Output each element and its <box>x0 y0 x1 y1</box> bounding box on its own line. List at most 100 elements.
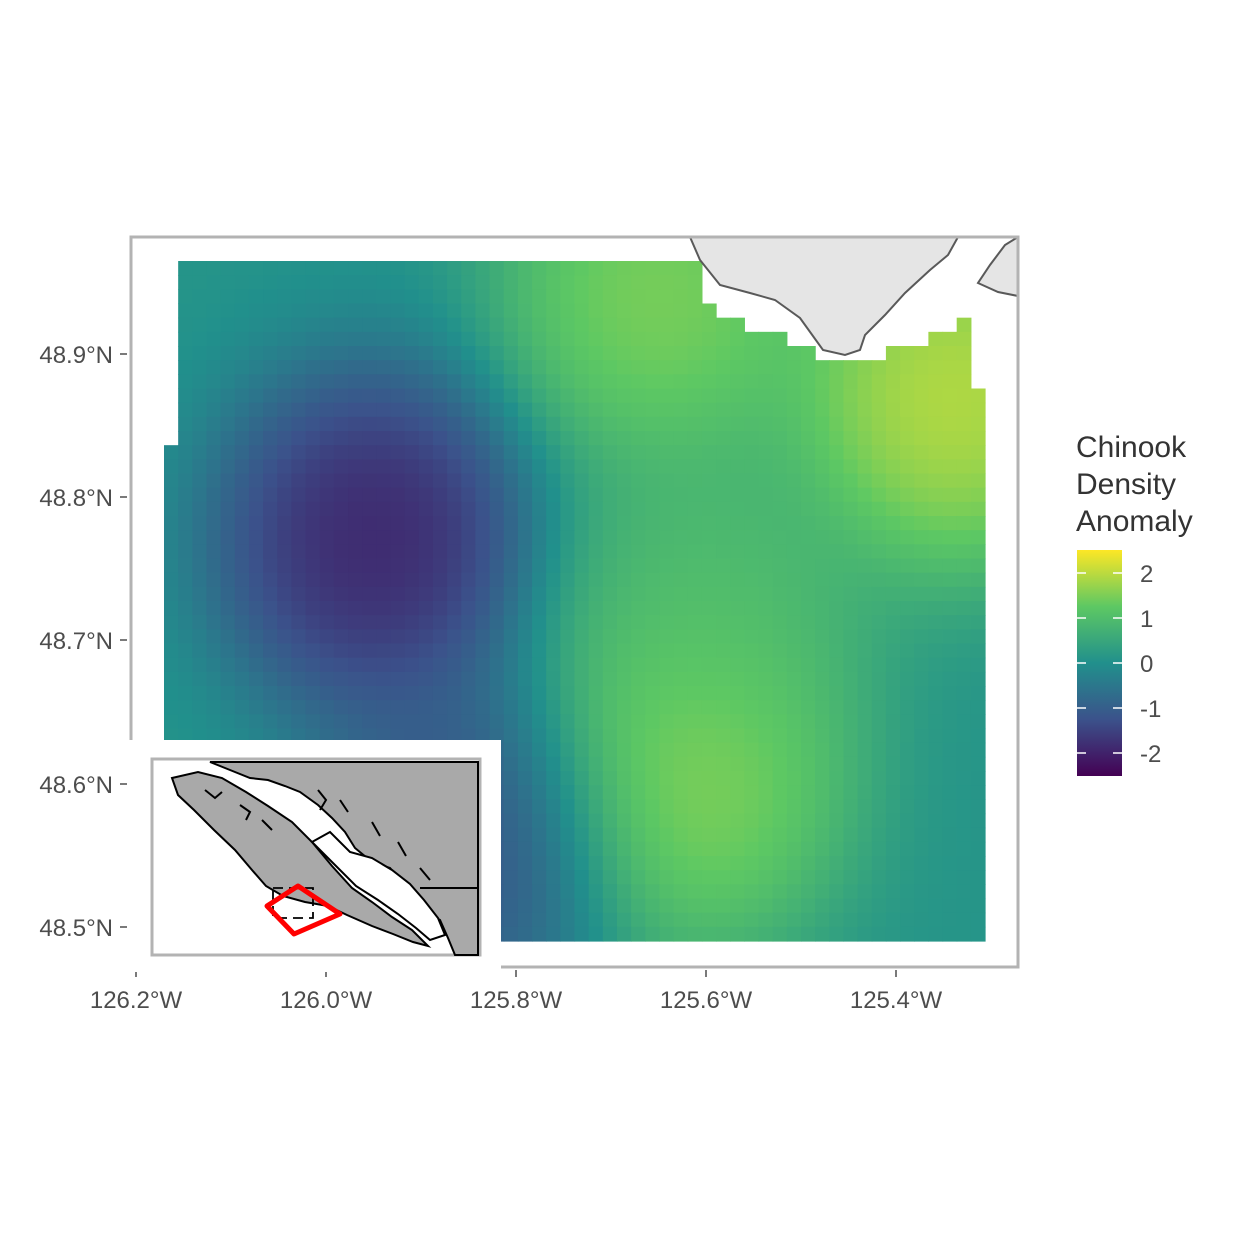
heatmap-cell <box>645 870 661 885</box>
heatmap-cell <box>305 445 321 460</box>
heatmap-cell <box>447 601 462 616</box>
heatmap-cell <box>659 756 675 772</box>
heatmap-cell <box>701 572 717 588</box>
heatmap-cell <box>744 459 760 475</box>
heatmap-cell <box>659 926 675 942</box>
heatmap-cell <box>970 785 986 800</box>
heatmap-cell <box>885 870 901 885</box>
heatmap-cell <box>970 629 986 645</box>
heatmap-cell <box>333 629 349 645</box>
heatmap-cell <box>192 544 208 560</box>
heatmap-cell <box>319 530 335 545</box>
heatmap-cell <box>390 261 406 276</box>
heatmap-cell <box>546 572 561 588</box>
heatmap-cell <box>248 374 264 390</box>
heatmap-cell <box>914 445 929 460</box>
heatmap-cell <box>687 431 703 446</box>
heatmap-cell <box>333 275 349 290</box>
heatmap-cell <box>376 303 392 319</box>
heatmap-cell <box>277 416 292 432</box>
heatmap-cell <box>503 870 519 885</box>
heatmap-cell <box>376 728 392 744</box>
heatmap-cell <box>546 629 561 645</box>
heatmap-cell <box>758 445 774 460</box>
heatmap-cell <box>178 558 193 574</box>
heatmap-cell <box>475 317 491 333</box>
heatmap-cell <box>517 643 533 659</box>
heatmap-cell <box>503 856 519 871</box>
heatmap-cell <box>489 516 505 531</box>
heatmap-cell <box>248 714 264 730</box>
heatmap-cell <box>744 898 760 914</box>
heatmap-cell <box>701 870 717 885</box>
heatmap-cell <box>885 813 901 829</box>
heatmap-cell <box>574 459 590 475</box>
heatmap-cell <box>730 459 745 475</box>
heatmap-cell <box>800 686 816 701</box>
heatmap-cell <box>348 572 363 588</box>
heatmap-cell <box>277 714 292 730</box>
heatmap-cell <box>744 360 760 375</box>
heatmap-cell <box>560 657 576 673</box>
heatmap-cell <box>333 261 349 276</box>
heatmap-cell <box>786 926 802 942</box>
heatmap-cell <box>914 346 929 361</box>
heatmap-cell <box>574 275 590 290</box>
heatmap-cell <box>546 813 561 829</box>
heatmap-cell <box>645 459 661 475</box>
heatmap-cell <box>786 572 802 588</box>
heatmap-cell <box>546 671 561 687</box>
heatmap-cell <box>362 544 377 560</box>
heatmap-cell <box>291 728 307 744</box>
heatmap-cell <box>659 572 675 588</box>
heatmap-cell <box>800 388 816 404</box>
heatmap-cell <box>291 657 307 673</box>
heatmap-cell <box>857 530 873 545</box>
heatmap-cell <box>701 700 717 715</box>
heatmap-cell <box>815 459 830 475</box>
heatmap-cell <box>928 884 944 900</box>
heatmap-cell <box>772 827 788 843</box>
heatmap-cell <box>263 459 278 475</box>
heatmap-cell <box>914 402 929 418</box>
heatmap-cell <box>503 884 519 900</box>
heatmap-cell <box>687 601 703 616</box>
heatmap-cell <box>857 643 873 659</box>
heatmap-cell <box>263 275 278 290</box>
heatmap-cell <box>206 530 222 545</box>
heatmap-cell <box>432 530 448 545</box>
heatmap-cell <box>376 714 392 730</box>
heatmap-cell <box>517 841 533 857</box>
heatmap-cell <box>815 416 830 432</box>
heatmap-cell <box>885 530 901 545</box>
heatmap-cell <box>829 728 845 744</box>
heatmap-cell <box>560 728 576 744</box>
heatmap-cell <box>560 388 576 404</box>
heatmap-cell <box>616 459 632 475</box>
heatmap-cell <box>333 431 349 446</box>
heatmap-cell <box>418 317 434 333</box>
heatmap-cell <box>744 643 760 659</box>
heatmap-cell <box>786 827 802 843</box>
heatmap-cell <box>248 459 264 475</box>
heatmap-cell <box>602 771 618 786</box>
heatmap-cell <box>178 714 193 730</box>
heatmap-cell <box>574 615 590 630</box>
heatmap-cell <box>800 586 816 602</box>
heatmap-cell <box>234 374 250 390</box>
heatmap-cell <box>900 530 915 545</box>
heatmap-cell <box>815 756 830 772</box>
heatmap-cell <box>616 289 632 305</box>
legend-title-line-1: Chinook <box>1076 431 1187 464</box>
heatmap-cell <box>956 615 972 630</box>
heatmap-cell <box>546 289 561 305</box>
heatmap-cell <box>333 459 349 475</box>
heatmap-cell <box>956 742 972 758</box>
heatmap-cell <box>942 898 958 914</box>
heatmap-cell <box>432 289 448 305</box>
heatmap-cell <box>376 388 392 404</box>
heatmap-cell <box>574 841 590 857</box>
heatmap-cell <box>956 360 972 375</box>
heatmap-cell <box>772 856 788 871</box>
heatmap-cell <box>588 884 604 900</box>
